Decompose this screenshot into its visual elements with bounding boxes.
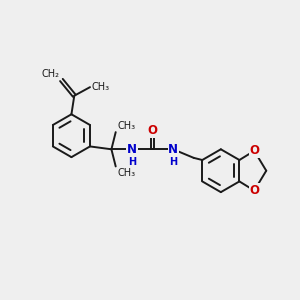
Text: CH₃: CH₃ xyxy=(118,168,136,178)
Text: N: N xyxy=(127,143,137,156)
Text: O: O xyxy=(249,144,259,158)
Text: N: N xyxy=(168,143,178,156)
Text: O: O xyxy=(148,124,158,137)
Text: CH₃: CH₃ xyxy=(118,121,136,131)
Text: CH₃: CH₃ xyxy=(92,82,110,92)
Text: H: H xyxy=(128,157,136,167)
Text: CH₂: CH₂ xyxy=(42,69,60,79)
Text: H: H xyxy=(169,157,177,167)
Text: O: O xyxy=(249,184,259,197)
